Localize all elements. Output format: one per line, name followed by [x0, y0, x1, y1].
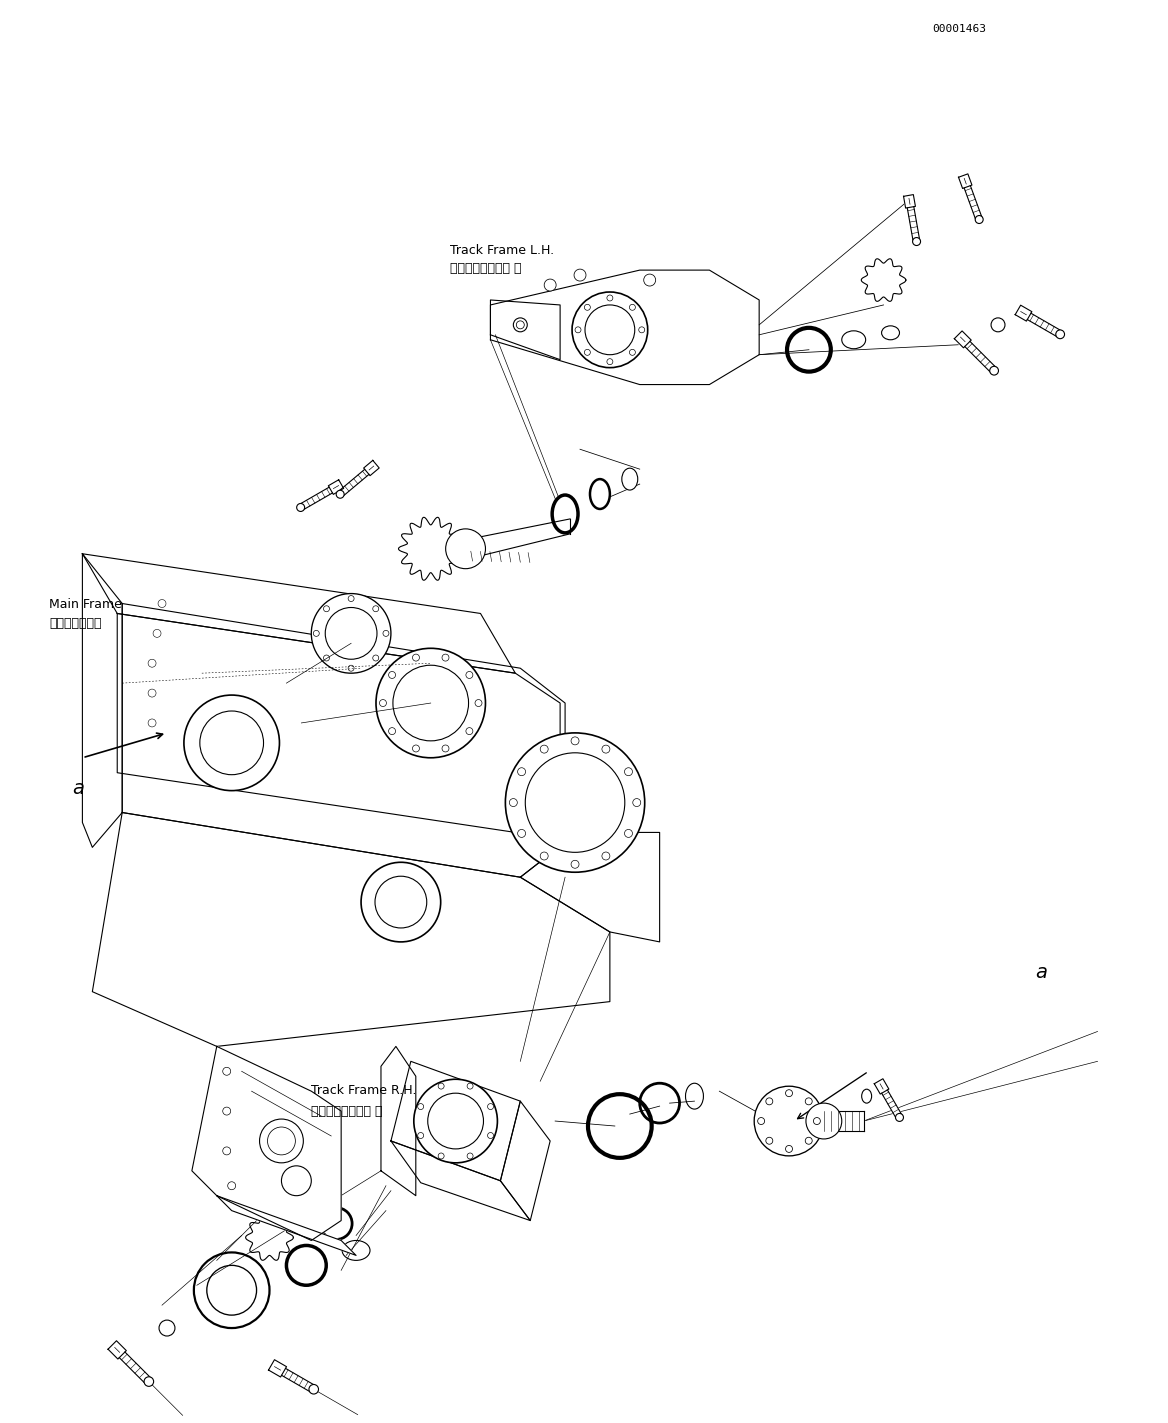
Polygon shape	[875, 1079, 889, 1094]
Circle shape	[992, 317, 1004, 332]
Circle shape	[183, 694, 279, 791]
Polygon shape	[328, 480, 343, 494]
Ellipse shape	[842, 330, 865, 349]
Circle shape	[259, 1118, 304, 1163]
Text: a: a	[1035, 963, 1047, 982]
Circle shape	[418, 1104, 424, 1110]
Text: 00001463: 00001463	[933, 24, 987, 34]
Ellipse shape	[342, 1241, 370, 1261]
Circle shape	[418, 1133, 424, 1138]
Polygon shape	[391, 1141, 530, 1221]
Ellipse shape	[882, 326, 899, 340]
Polygon shape	[83, 554, 515, 673]
Text: トラックフレーム 右: トラックフレーム 右	[311, 1106, 382, 1118]
Circle shape	[376, 649, 486, 758]
Circle shape	[336, 491, 345, 498]
Text: Track Frame L.H.: Track Frame L.H.	[451, 245, 555, 258]
Polygon shape	[299, 487, 333, 511]
Circle shape	[413, 1079, 498, 1163]
Polygon shape	[882, 1090, 903, 1118]
Text: Main Frame: Main Frame	[49, 598, 123, 610]
Circle shape	[514, 317, 527, 332]
Polygon shape	[964, 185, 982, 221]
Circle shape	[912, 238, 920, 246]
Circle shape	[361, 862, 440, 942]
Polygon shape	[281, 1369, 315, 1393]
Polygon shape	[1028, 313, 1062, 337]
Circle shape	[297, 504, 305, 511]
Polygon shape	[117, 613, 561, 832]
Polygon shape	[759, 1091, 819, 1151]
Polygon shape	[107, 1340, 126, 1359]
Polygon shape	[338, 470, 369, 497]
Text: トラックフレーム 左: トラックフレーム 左	[451, 262, 522, 276]
Polygon shape	[500, 1101, 550, 1221]
Polygon shape	[954, 332, 972, 347]
Polygon shape	[269, 1360, 286, 1377]
Circle shape	[223, 1147, 231, 1155]
Circle shape	[975, 215, 983, 223]
Polygon shape	[965, 342, 996, 373]
Circle shape	[544, 279, 556, 292]
Text: Track Frame R.H.: Track Frame R.H.	[311, 1084, 416, 1097]
Polygon shape	[83, 554, 123, 847]
Polygon shape	[491, 270, 759, 384]
Circle shape	[806, 1103, 842, 1138]
Polygon shape	[123, 603, 565, 877]
Polygon shape	[764, 1111, 863, 1131]
Circle shape	[572, 292, 648, 367]
Ellipse shape	[686, 1083, 703, 1109]
Circle shape	[228, 1181, 236, 1190]
Polygon shape	[491, 300, 561, 360]
Ellipse shape	[621, 468, 638, 490]
Ellipse shape	[590, 480, 610, 509]
Polygon shape	[363, 461, 380, 475]
Ellipse shape	[862, 1089, 871, 1103]
Polygon shape	[391, 1062, 520, 1181]
Circle shape	[506, 733, 645, 872]
Circle shape	[144, 1377, 154, 1386]
Circle shape	[310, 1385, 319, 1395]
Polygon shape	[92, 813, 610, 1046]
Circle shape	[989, 366, 999, 376]
Polygon shape	[192, 1046, 341, 1241]
Circle shape	[312, 593, 391, 673]
Circle shape	[446, 529, 486, 569]
Polygon shape	[908, 206, 920, 242]
Polygon shape	[381, 1046, 416, 1195]
Circle shape	[755, 1086, 823, 1155]
Circle shape	[896, 1113, 904, 1121]
Polygon shape	[959, 174, 972, 188]
Ellipse shape	[552, 495, 578, 532]
Circle shape	[467, 1083, 473, 1089]
Text: メインフレーム: メインフレーム	[49, 616, 102, 629]
Polygon shape	[1015, 305, 1031, 322]
Circle shape	[281, 1165, 312, 1195]
Circle shape	[159, 1321, 175, 1336]
Text: a: a	[72, 778, 84, 798]
Polygon shape	[119, 1352, 152, 1385]
Circle shape	[644, 275, 655, 286]
Circle shape	[223, 1107, 231, 1116]
Circle shape	[573, 269, 586, 282]
Circle shape	[438, 1153, 444, 1158]
Polygon shape	[460, 519, 570, 561]
Polygon shape	[861, 259, 906, 302]
Circle shape	[467, 1153, 473, 1158]
Polygon shape	[217, 1195, 356, 1255]
Circle shape	[487, 1104, 494, 1110]
Circle shape	[487, 1133, 494, 1138]
Circle shape	[1056, 330, 1064, 339]
Circle shape	[438, 1083, 444, 1089]
Polygon shape	[398, 518, 463, 581]
Polygon shape	[520, 832, 660, 942]
Circle shape	[223, 1067, 231, 1076]
Polygon shape	[904, 195, 916, 208]
Polygon shape	[245, 1215, 293, 1261]
